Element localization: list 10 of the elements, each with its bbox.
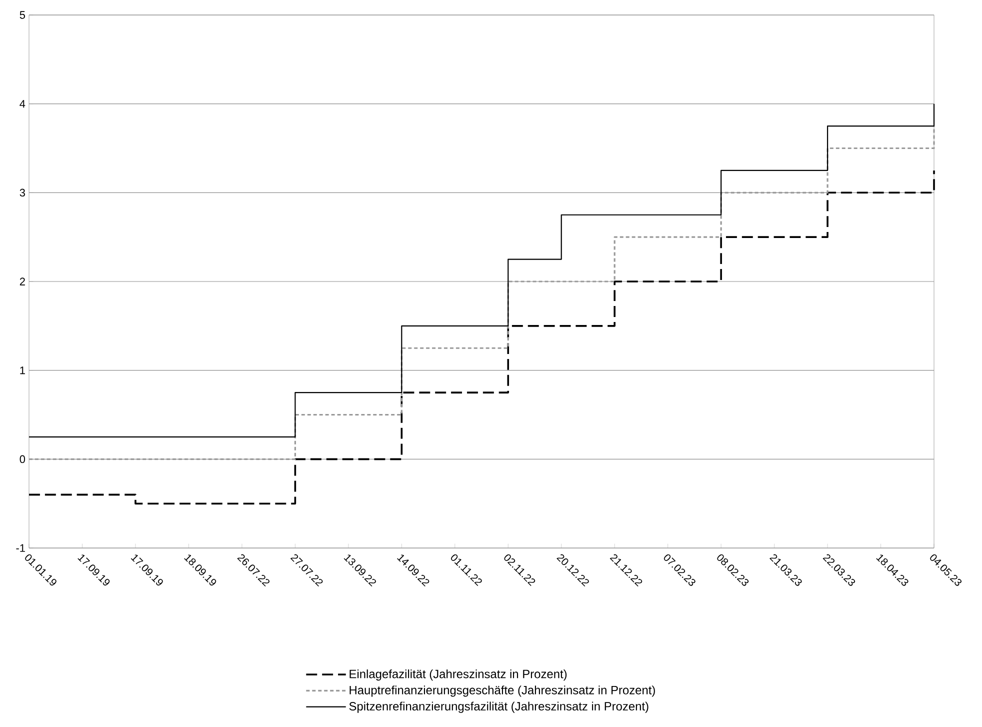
y-tick-label: 0 — [20, 455, 26, 464]
y-tick-label: 2 — [20, 278, 25, 286]
y-tick-label: -1 — [16, 544, 25, 552]
legend-label: Spitzenrefinanzierungsfazilität (Jahreszinsatz in Prozent) — [349, 702, 648, 713]
legend-label: Einlagefazilität (Jahreszinsatz in Prozent) — [350, 669, 567, 681]
legend-label: Hauptrefinanzierungsgeschäfte (Jahreszinsatz in Prozent) — [350, 686, 655, 697]
y-tick-label: 1 — [20, 366, 25, 374]
y-tick-label: 3 — [20, 188, 25, 197]
y-tick-label: 5 — [20, 11, 26, 19]
y-tick-label: 4 — [20, 100, 26, 108]
